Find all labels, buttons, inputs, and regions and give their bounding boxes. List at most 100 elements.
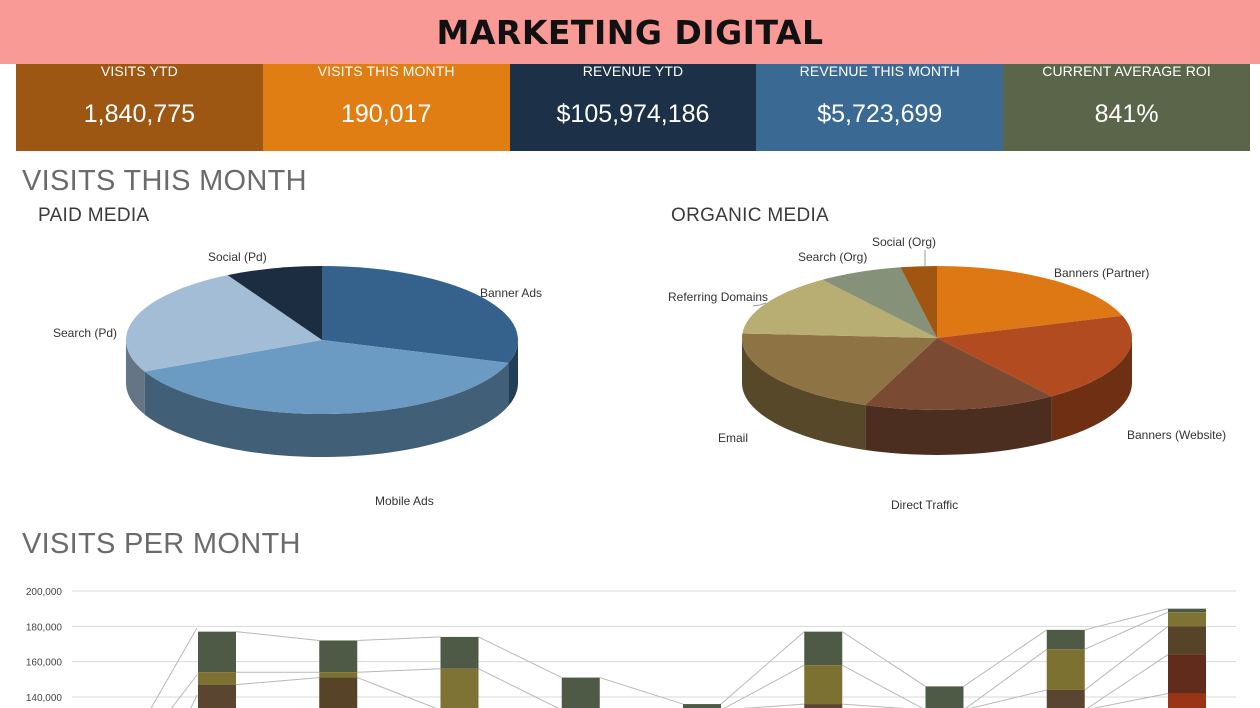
bar-segment [804, 631, 843, 666]
section-heading-visits-this-month: VISITS THIS MONTH [22, 165, 307, 197]
bar-9 [1168, 608, 1206, 708]
kpi-value: $5,723,699 [817, 100, 943, 128]
bar-6 [804, 631, 843, 708]
bar-segment [1046, 649, 1085, 690]
series-connector [1084, 608, 1169, 631]
bar-segment [440, 668, 479, 708]
series-connector [742, 703, 805, 708]
organic-media-heading: ORGANIC MEDIA [671, 205, 830, 226]
bar-segment [683, 704, 721, 708]
bar-segment [561, 677, 600, 708]
bar-segment [1046, 629, 1085, 650]
kpi-strip: VISITS YTD 1,840,775 VISITS THIS MONTH 1… [16, 64, 1250, 151]
bar-3 [440, 636, 479, 708]
pie-slice-email [742, 333, 937, 405]
bar-segment [804, 665, 843, 705]
bar-segment [198, 672, 236, 685]
pie-slice-side-search-pd [126, 340, 145, 415]
pie-slice-side-email [742, 338, 866, 450]
bar-2 [319, 640, 358, 708]
series-connector [170, 674, 198, 708]
slice-label-referring-domains: Referring Domains [668, 290, 768, 304]
series-connector [357, 677, 437, 708]
pie-slice-direct-traffic [865, 338, 1052, 410]
slice-label-search-org: Search (Org) [798, 250, 867, 264]
bar-5 [683, 704, 721, 708]
slice-label-banners-website: Banners (Website) [1127, 428, 1226, 442]
kpi-value: $105,974,186 [556, 100, 710, 128]
bar-segment [319, 672, 358, 678]
pie-slice-banner-ads [322, 266, 518, 363]
series-connector [842, 703, 905, 708]
series-connector [1092, 692, 1169, 708]
series-connector [842, 664, 923, 708]
pie-slice-mobile-ads [144, 340, 509, 414]
slice-label-banners-partner: Banners (Partner) [1054, 266, 1149, 280]
series-connector [478, 636, 562, 679]
leader-line [752, 302, 767, 307]
dashboard-title: MARKETING DIGITAL [436, 12, 824, 52]
pie-slice-referring-domains [742, 279, 937, 338]
bar-segment [804, 704, 843, 708]
series-connector [1086, 654, 1169, 708]
bar-segment [198, 684, 236, 708]
pie-slice-banners-website [937, 315, 1132, 397]
series-connector [841, 631, 926, 687]
bar-segment [925, 686, 964, 708]
bar-segment [1168, 608, 1206, 613]
pie-slice-search-pd [126, 275, 323, 372]
kpi-value: 841% [1094, 100, 1159, 128]
series-connector [1084, 611, 1169, 650]
bar-4 [561, 677, 600, 708]
kpi-visits-this-month: VISITS THIS MONTH 190,017 [262, 63, 510, 151]
kpi-label: VISITS THIS MONTH [317, 63, 455, 79]
series-connector [720, 631, 805, 705]
series-connector [478, 668, 559, 708]
series-connector [150, 627, 198, 708]
paid-media-heading: PAID MEDIA [38, 205, 150, 226]
series-connector [969, 689, 1047, 708]
kpi-label: REVENUE YTD [582, 63, 684, 79]
kpi-label: VISITS YTD [100, 63, 178, 79]
bar-segment [319, 640, 358, 673]
series-connector [357, 668, 441, 673]
kpi-current-average-roi: CURRENT AVERAGE ROI 841% [1003, 64, 1250, 151]
y-tick-label: 160,000 [26, 658, 63, 669]
series-connector [963, 629, 1048, 687]
kpi-revenue-ytd: REVENUE YTD $105,974,186 [509, 63, 757, 151]
slice-label-direct-traffic: Direct Traffic [891, 498, 958, 512]
organic-media-pie-chart: Banners (Partner) Banners (Website) Direct… [668, 235, 1226, 512]
slice-label-mobile-ads: Mobile Ads [375, 494, 434, 508]
bar-segment [198, 631, 236, 673]
bar-segment [1046, 689, 1085, 708]
pie-slice-search-org [822, 267, 937, 338]
bar-segment [1168, 626, 1206, 655]
pie-slice-social-pd [227, 266, 322, 340]
bar-8 [1046, 629, 1085, 708]
bar-segment [1168, 693, 1206, 708]
bar-segment [1168, 654, 1206, 694]
paid-media-pie-chart: Banner Ads Mobile Ads Search (Pd) Social (P… [53, 250, 542, 508]
slice-label-email: Email [718, 431, 748, 445]
series-connector [723, 664, 805, 708]
pie-slice-side-direct-traffic [865, 396, 1052, 455]
y-tick-label: 200,000 [26, 587, 63, 598]
slice-label-search-pd: Search (Pd) [53, 326, 117, 340]
series-connector [235, 677, 320, 686]
slice-label-social-org: Social (Org) [872, 235, 936, 249]
bar-segment [440, 636, 479, 669]
kpi-revenue-this-month: REVENUE THIS MONTH $5,723,699 [756, 63, 1004, 151]
y-tick-label: 180,000 [26, 622, 63, 633]
pie-slice-banners-partner [937, 266, 1123, 338]
bar-segment [1168, 612, 1206, 627]
kpi-label: REVENUE THIS MONTH [799, 63, 960, 79]
slice-label-social-pd: Social (Pd) [208, 250, 267, 264]
series-connector [357, 636, 441, 641]
bar-7 [925, 686, 964, 708]
section-heading-visits-per-month: VISITS PER MONTH [22, 528, 301, 560]
kpi-value: 1,840,775 [83, 100, 195, 128]
bar-1 [198, 631, 236, 708]
kpi-visits-ytd: VISITS YTD 1,840,775 [16, 64, 263, 151]
pie-slice-side-banners-website [1051, 338, 1132, 442]
slice-label-banner-ads: Banner Ads [480, 286, 542, 300]
